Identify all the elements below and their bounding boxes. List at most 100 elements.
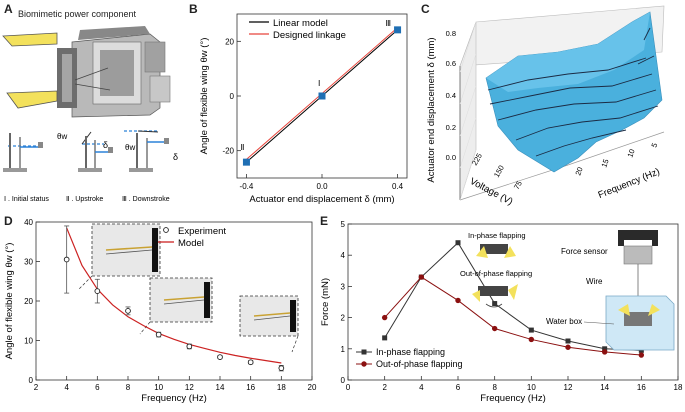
grid-line bbox=[459, 21, 477, 73]
series-point bbox=[418, 274, 425, 280]
data-marker bbox=[394, 26, 402, 34]
water-box-wing-right bbox=[648, 304, 660, 316]
y-tick-label: 0 bbox=[230, 92, 235, 101]
x-tick-label: 12 bbox=[564, 383, 573, 392]
legend-label: Linear model bbox=[273, 18, 328, 29]
experiment-point bbox=[155, 331, 162, 338]
x-axis-label: Actuator end displacement δ (mm) bbox=[249, 194, 394, 205]
series-point bbox=[455, 297, 461, 304]
actuator-device-image bbox=[57, 26, 171, 118]
x-tick-label: 20 bbox=[308, 383, 317, 392]
panel-a-letter: A bbox=[4, 2, 13, 16]
z-tick-label: 0.4 bbox=[446, 91, 456, 100]
series-point bbox=[565, 344, 571, 350]
y-tick-label: 75 bbox=[512, 179, 524, 191]
contour-line bbox=[535, 129, 627, 157]
y-axis-label: Angle of flexible wing θw (°) bbox=[199, 38, 210, 155]
y-tick-label: 20 bbox=[24, 297, 33, 306]
photo-inset-clamp bbox=[290, 300, 296, 332]
data-marker bbox=[318, 92, 326, 100]
legend-label: In-phase flapping bbox=[376, 347, 445, 357]
force-sensor-icon bbox=[618, 230, 658, 246]
photo-inset-clamp bbox=[204, 282, 210, 318]
series-point bbox=[565, 338, 571, 344]
x-tick-label: -0.4 bbox=[240, 182, 254, 191]
force-sensor-label: Force sensor bbox=[561, 247, 608, 256]
in-phase-wing-left bbox=[476, 246, 488, 258]
lower-wing-icon bbox=[6, 90, 58, 109]
y-tick-label: 5 bbox=[341, 220, 346, 229]
experiment-point bbox=[247, 359, 254, 366]
z-axis-label: Actuator end displacement δ (mm) bbox=[426, 37, 437, 182]
panel-b-letter: B bbox=[189, 2, 198, 16]
y-tick-label: 40 bbox=[24, 218, 33, 227]
grid-line bbox=[459, 53, 477, 105]
z-tick-label: 0.0 bbox=[446, 153, 456, 162]
grid-line bbox=[459, 149, 477, 201]
series-line-1 bbox=[384, 276, 642, 356]
x-tick-label: 4 bbox=[419, 383, 424, 392]
x-tick-label: 14 bbox=[216, 383, 225, 392]
legend-marker bbox=[361, 349, 367, 355]
panel-a-illustration: θw δ θw δ Ⅰ . Initial status Ⅱ . Upstrok… bbox=[2, 26, 178, 203]
y-tick-label: 0 bbox=[29, 376, 34, 385]
x-axis-label: Frequency (Hz) bbox=[480, 393, 545, 404]
x-tick-label: 18 bbox=[277, 383, 286, 392]
panel-c-letter: C bbox=[421, 2, 430, 16]
floor-edge bbox=[459, 131, 665, 201]
y-tick-label: 1 bbox=[341, 345, 346, 354]
inset-leader bbox=[139, 321, 151, 335]
photo-inset-wing bbox=[105, 246, 153, 251]
photo-inset-wing bbox=[253, 312, 291, 317]
out-phase-wing-right bbox=[508, 284, 518, 300]
x-tick-label: 16 bbox=[246, 383, 255, 392]
contour-line bbox=[637, 55, 655, 65]
out-phase-wing-left bbox=[472, 290, 480, 302]
x-axis-label: Frequency (Hz) bbox=[597, 166, 662, 201]
plot-frame bbox=[347, 223, 679, 381]
theta-label-upstroke: θw bbox=[57, 132, 67, 141]
marker-label: Ⅲ bbox=[386, 19, 392, 28]
series-point bbox=[528, 336, 535, 343]
y-tick-label: 4 bbox=[341, 251, 346, 260]
state-initial-label: Ⅰ . Initial status bbox=[4, 196, 49, 203]
state-downstroke-label: Ⅲ . Downstroke bbox=[122, 196, 170, 203]
series-point bbox=[491, 325, 498, 332]
legend-label: Out-of-phase flapping bbox=[376, 359, 463, 369]
series-point bbox=[381, 314, 388, 321]
photo-inset-clamp bbox=[152, 228, 158, 272]
experiment-point bbox=[63, 256, 70, 263]
contour-line bbox=[489, 73, 653, 105]
x-tick-label: 14 bbox=[600, 383, 609, 392]
y-tick-label: 150 bbox=[492, 164, 506, 179]
y-axis-label: Force (mN) bbox=[320, 278, 331, 326]
delta-label-upstroke: δ bbox=[103, 140, 108, 150]
y-tick-label: 2 bbox=[341, 314, 346, 323]
state-downstroke-diagram bbox=[124, 130, 169, 172]
legend-marker bbox=[361, 361, 367, 367]
delta-label-downstroke: δ bbox=[173, 152, 178, 162]
experiment-point bbox=[94, 288, 101, 294]
inset-leader bbox=[291, 335, 299, 353]
legend-marker bbox=[163, 227, 169, 233]
out-phase-arrow bbox=[485, 303, 503, 308]
in-phase-wing-right bbox=[504, 246, 516, 258]
photo-inset-wing bbox=[163, 296, 205, 301]
x-tick-label: 4 bbox=[64, 383, 69, 392]
x-tick-label: 8 bbox=[492, 383, 497, 392]
legend-label: Experiment bbox=[178, 226, 226, 237]
x-tick-label: 6 bbox=[456, 383, 461, 392]
surface-highlight bbox=[486, 12, 650, 92]
series-point bbox=[455, 240, 461, 246]
y-axis-label: Angle of flexible wing θw (°) bbox=[4, 243, 15, 360]
y-tick-label: 3 bbox=[341, 282, 346, 291]
contour-line bbox=[643, 27, 651, 41]
data-marker bbox=[242, 158, 250, 166]
x-tick-label: 0 bbox=[346, 383, 351, 392]
state-upstroke-diagram bbox=[78, 131, 113, 172]
marker-label: Ⅱ bbox=[240, 143, 244, 152]
water-box-wing-left bbox=[618, 304, 630, 316]
y-tick-label: 20 bbox=[225, 37, 234, 46]
